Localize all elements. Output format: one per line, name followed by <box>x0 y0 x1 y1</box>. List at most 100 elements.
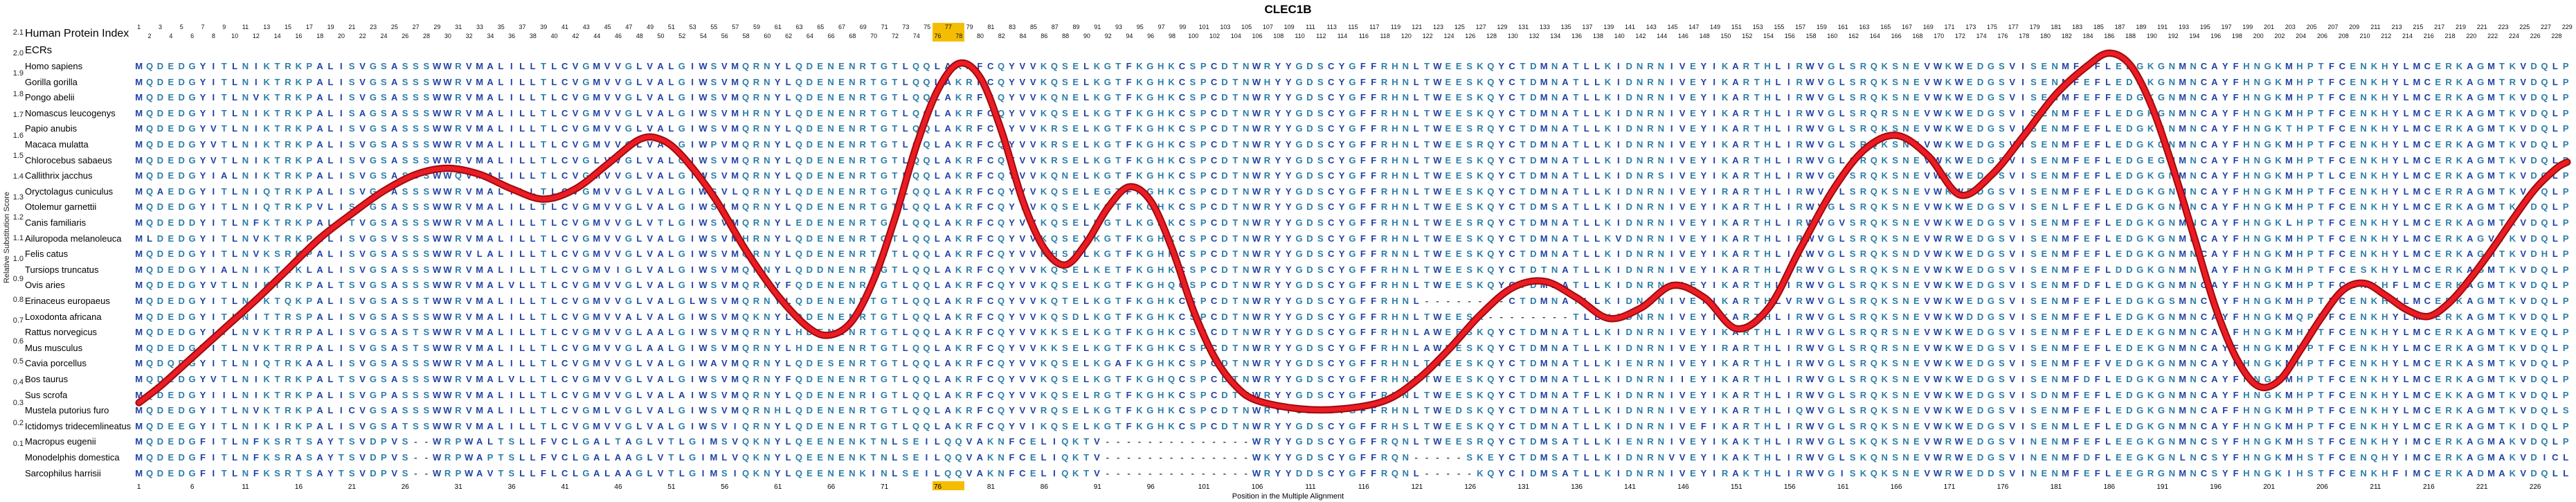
residue-cell: K <box>1136 311 1143 322</box>
residue-cell: K <box>1721 76 1729 87</box>
residue-cell: K <box>1945 123 1952 134</box>
residue-cell: F <box>2328 249 2334 260</box>
residue-cell: G <box>1295 217 1303 228</box>
residue-cell: V <box>1679 123 1686 134</box>
residue-cell: G <box>880 217 888 228</box>
residue-cell: E <box>2041 170 2048 181</box>
residue-cell: G <box>678 311 685 322</box>
residue-cell: A <box>390 170 398 181</box>
residue-cell: W <box>1933 123 1943 134</box>
residue-cell: C <box>1210 311 1218 322</box>
position-number: 189 <box>2136 24 2147 30</box>
residue-cell: G <box>880 374 888 384</box>
residue-cell: P <box>1200 280 1207 291</box>
residue-cell: S <box>1189 358 1196 369</box>
residue-cell: K <box>1945 170 1952 181</box>
residue-cell: N <box>2253 358 2260 369</box>
residue-cell: K <box>1881 358 1888 369</box>
position-number: 74 <box>912 33 920 39</box>
residue-cell: E <box>2435 92 2442 103</box>
residue-cell: T <box>1115 61 1122 71</box>
residue-cell: K <box>1168 139 1175 150</box>
residue-cell: W <box>433 280 442 291</box>
residue-cell: L <box>498 217 504 228</box>
residue-cell: L <box>498 76 504 87</box>
position-number: 143 <box>1646 24 1657 30</box>
residue-cell: K <box>2509 154 2516 165</box>
residue-cell: V <box>615 92 621 103</box>
residue-cell: E <box>838 342 845 353</box>
residue-cell: L <box>498 61 504 71</box>
residue-cell: F <box>1126 296 1132 306</box>
residue-cell: N <box>2168 217 2175 228</box>
residue-cell: T <box>221 311 227 322</box>
residue-cell: - <box>1553 311 1556 322</box>
residue-cell: L <box>1583 327 1589 338</box>
residue-cell: M <box>2487 123 2495 134</box>
residue-cell: R <box>1263 107 1271 118</box>
residue-cell: E <box>838 249 845 260</box>
residue-cell: E <box>1690 154 1696 165</box>
residue-cell: G <box>624 76 632 87</box>
species-label: Callithrix jacchus <box>25 170 93 181</box>
residue-cell: F <box>1360 123 1366 134</box>
residue-cell: V <box>1817 264 1824 275</box>
residue-cell: K <box>1051 327 1058 338</box>
residue-cell: E <box>1445 249 1452 260</box>
residue-cell: S <box>1998 170 2005 181</box>
residue-cell: K <box>1477 107 1484 118</box>
residue-cell: Y <box>2392 92 2399 103</box>
residue-cell: H <box>2381 139 2388 150</box>
residue-cell: L <box>668 154 674 165</box>
residue-cell: H <box>2296 264 2303 275</box>
residue-cell: S <box>1466 358 1472 369</box>
residue-cell: K <box>1881 139 1888 150</box>
residue-cell: V <box>359 327 366 338</box>
residue-cell: M <box>135 123 143 134</box>
residue-cell: A <box>2467 123 2474 134</box>
residue-cell: C <box>1210 154 1218 165</box>
residue-cell: T <box>1754 264 1760 275</box>
residue-cell: F <box>2328 92 2334 103</box>
residue-cell: L <box>668 296 674 306</box>
position-number: 30 <box>444 33 451 39</box>
residue-cell: P <box>1200 139 1207 150</box>
residue-cell: S <box>1892 201 1898 213</box>
residue-cell: F <box>2233 76 2239 87</box>
residue-cell: F <box>1371 139 1377 150</box>
residue-cell: I <box>510 170 513 181</box>
residue-cell: L <box>2403 170 2409 181</box>
residue-cell: R <box>1380 358 1388 369</box>
residue-cell: M <box>2413 186 2421 197</box>
residue-cell: E <box>2041 311 2048 322</box>
residue-cell: C <box>2200 201 2208 213</box>
residue-cell: C <box>561 311 568 322</box>
residue-cell: G <box>1828 264 1835 275</box>
residue-cell: S <box>1998 139 2005 150</box>
residue-cell: H <box>2296 123 2303 134</box>
residue-cell: F <box>2233 170 2239 181</box>
residue-cell: S <box>348 264 355 275</box>
position-number: 146 <box>1677 33 1688 39</box>
human-protein-index-label[interactable]: Human Protein Index <box>25 28 129 39</box>
residue-cell: H <box>1157 186 1164 197</box>
residue-cell: D <box>1976 311 1984 322</box>
residue-cell: L <box>668 139 674 150</box>
residue-cell: L <box>1083 107 1090 118</box>
residue-cell: N <box>1402 170 1409 181</box>
residue-cell: V <box>572 92 579 103</box>
residue-cell: Y <box>1275 76 1281 87</box>
residue-cell: D <box>1530 92 1537 103</box>
species-label: Chlorocebus sabaeus <box>25 154 112 165</box>
residue-cell: E <box>168 76 174 87</box>
residue-cell: K <box>955 107 962 118</box>
residue-cell: G <box>188 201 196 213</box>
residue-cell: N <box>242 233 249 244</box>
residue-cell: L <box>2328 170 2334 181</box>
residue-cell: T <box>1520 358 1526 369</box>
residue-cell: G <box>1146 107 1154 118</box>
residue-cell: M <box>476 61 484 71</box>
residue-cell: V <box>604 311 611 322</box>
residue-cell: S <box>710 92 717 103</box>
